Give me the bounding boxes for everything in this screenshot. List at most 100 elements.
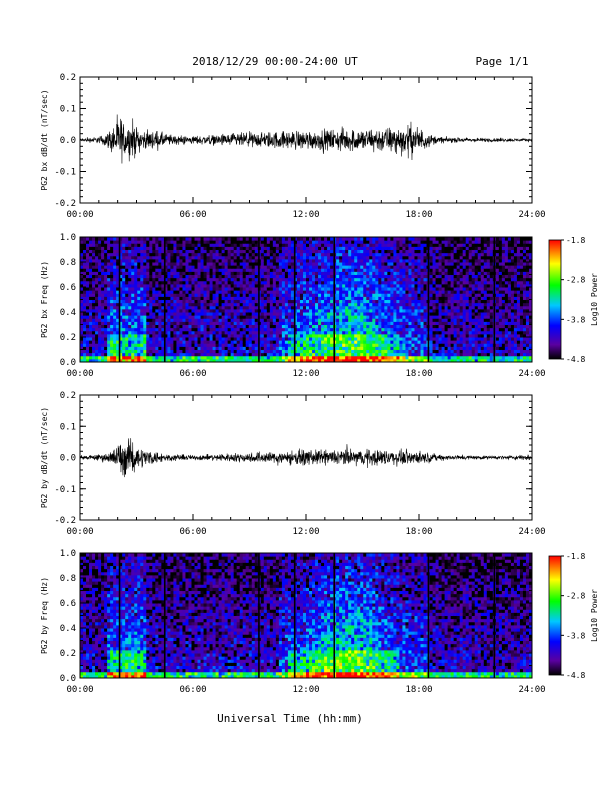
spectrogram-cell bbox=[405, 318, 409, 322]
spectrogram-cell bbox=[318, 337, 322, 341]
spectrogram-cell bbox=[315, 302, 319, 307]
spectrogram-cell bbox=[275, 302, 280, 307]
spectrogram-cell bbox=[266, 349, 271, 354]
spectrogram-cell bbox=[357, 265, 361, 269]
spectrogram-cell bbox=[146, 287, 150, 291]
spectrogram-cell bbox=[209, 274, 214, 279]
spectrogram-cell bbox=[119, 324, 123, 329]
spectrogram-cell bbox=[342, 337, 346, 341]
spectrogram-cell bbox=[336, 246, 340, 251]
spectrogram-cell bbox=[287, 333, 292, 338]
spectrogram-cell bbox=[146, 249, 150, 254]
spectrogram-cell bbox=[176, 262, 180, 266]
spectrogram-cell bbox=[92, 293, 96, 297]
spectrogram-cell bbox=[98, 318, 102, 322]
spectrogram-cell bbox=[272, 330, 277, 335]
spectrogram-cell bbox=[375, 243, 379, 247]
spectrogram-cell bbox=[281, 355, 286, 360]
spectrogram-cell bbox=[176, 312, 180, 316]
spectrogram-cell bbox=[122, 302, 126, 307]
spectrogram-cell bbox=[113, 321, 117, 326]
spectrogram-cell bbox=[218, 337, 223, 341]
spectrogram-cell bbox=[366, 240, 370, 244]
spectrogram-cell bbox=[83, 324, 87, 329]
spectrogram-cell bbox=[293, 255, 298, 260]
spectrogram-cell bbox=[227, 296, 232, 301]
spectrogram-cell bbox=[387, 337, 391, 341]
spectrogram-cell bbox=[432, 321, 437, 326]
spectrogram-cell bbox=[95, 333, 99, 338]
spectrogram-cell bbox=[104, 305, 108, 310]
spectrogram-cell bbox=[420, 258, 425, 263]
spectrogram-cell bbox=[230, 343, 235, 347]
spectrogram-cell bbox=[113, 262, 117, 266]
spectrogram-cell bbox=[95, 274, 99, 279]
spectrogram-cell bbox=[158, 308, 162, 313]
spectrogram-cell bbox=[224, 312, 229, 316]
spectrogram-cell bbox=[336, 346, 340, 351]
spectrogram-cell bbox=[384, 327, 388, 332]
spectrogram-cell bbox=[152, 318, 156, 322]
spectrogram-cell bbox=[239, 318, 244, 322]
spectrogram-cell bbox=[351, 299, 355, 304]
spectrogram-cell bbox=[104, 252, 108, 257]
spectrogram-cell bbox=[284, 327, 289, 332]
spectrogram-cell bbox=[284, 293, 289, 297]
spectrogram-cell bbox=[336, 258, 340, 263]
spectrogram-cell bbox=[429, 262, 434, 266]
spectrogram-cell bbox=[363, 312, 367, 316]
spectrogram-cell bbox=[119, 312, 123, 316]
spectrogram-cell bbox=[125, 265, 129, 269]
spectrogram-cell bbox=[432, 277, 437, 282]
spectrogram-cell bbox=[327, 343, 331, 347]
spectrogram-cell bbox=[239, 305, 244, 310]
spectrogram-cell bbox=[215, 302, 220, 307]
spectrogram-cell bbox=[251, 333, 256, 338]
spectrogram-cell bbox=[272, 240, 277, 244]
spectrogram-cell bbox=[266, 287, 271, 291]
spectrogram-cell bbox=[396, 324, 400, 329]
spectrogram-cell bbox=[293, 330, 298, 335]
spectrogram-cell bbox=[233, 252, 238, 257]
spectrogram-cell bbox=[375, 340, 379, 344]
spectrogram-cell bbox=[420, 324, 425, 329]
spectrogram-cell bbox=[155, 268, 159, 272]
spectrogram-cell bbox=[86, 349, 90, 354]
spectrogram-cell bbox=[393, 265, 397, 269]
spectrogram-cell bbox=[206, 358, 211, 363]
spectrogram-cell bbox=[140, 252, 144, 257]
spectrogram-cell bbox=[360, 327, 364, 332]
spectrogram-cell bbox=[242, 346, 247, 351]
spectrogram-cell bbox=[227, 262, 232, 266]
spectrogram-cell bbox=[287, 327, 292, 332]
spectrogram-cell bbox=[98, 290, 102, 294]
spectrogram-cell bbox=[197, 255, 202, 260]
spectrogram-cell bbox=[251, 327, 256, 332]
spectrogram-cell bbox=[248, 277, 253, 282]
spectrogram-cell bbox=[191, 287, 195, 291]
spectrogram-cell bbox=[137, 318, 141, 322]
spectrogram-cell bbox=[194, 302, 199, 307]
spectrogram-cell bbox=[354, 346, 358, 351]
spectrogram-cell bbox=[83, 255, 87, 260]
spectrogram-cell bbox=[89, 277, 93, 282]
spectrogram-cell bbox=[372, 277, 376, 282]
spectrogram-cell bbox=[179, 243, 183, 247]
spectrogram-cell bbox=[339, 246, 343, 251]
spectrogram-cell bbox=[146, 358, 150, 363]
spectrogram-cell bbox=[378, 327, 382, 332]
spectrogram-cell bbox=[324, 337, 328, 341]
spectrogram-cell bbox=[170, 262, 174, 266]
spectrogram-cell bbox=[372, 249, 376, 254]
spectrogram-cell bbox=[188, 340, 192, 344]
spectrogram-cell bbox=[137, 262, 141, 266]
spectrogram-cell bbox=[239, 343, 244, 347]
spectrogram-cell bbox=[387, 305, 391, 310]
spectrogram-cell bbox=[318, 243, 322, 247]
spectrogram-cell bbox=[336, 296, 340, 301]
spectrogram-cell bbox=[330, 246, 334, 251]
spectrogram-cell bbox=[215, 265, 220, 269]
spectrogram-cell bbox=[95, 299, 99, 304]
spectrogram-cell bbox=[330, 258, 334, 263]
spectrogram-cell bbox=[188, 305, 192, 310]
